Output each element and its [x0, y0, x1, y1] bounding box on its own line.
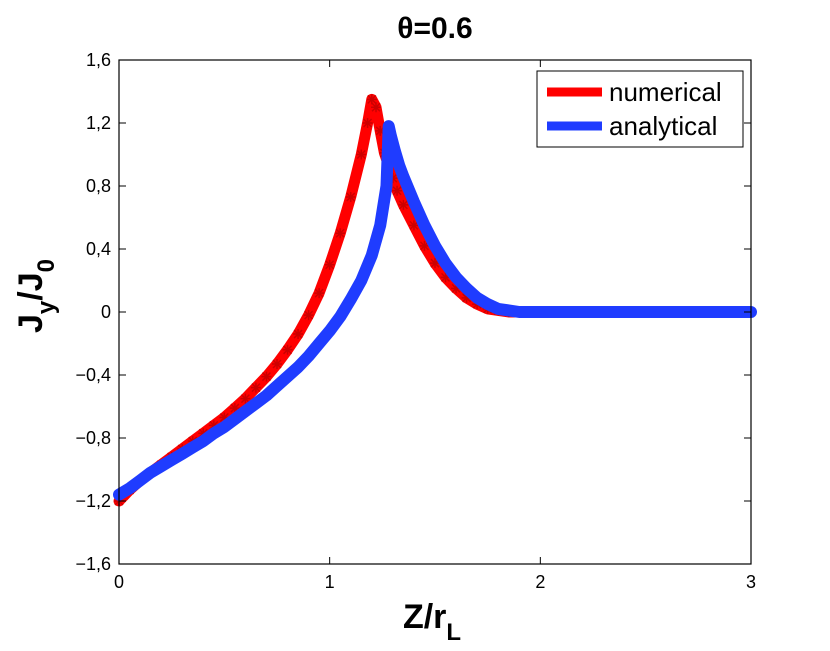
- ticks-layer: 0 1 2 3 −1,6 −1,2 −0,8 −0,4 0 0,4 0,8 1,2 1,6: [75, 50, 756, 592]
- x-tick-label: 3: [746, 572, 756, 592]
- y-tick-label: 1,6: [86, 50, 111, 70]
- series-point-numerical: [272, 358, 282, 369]
- series-point-numerical: [314, 288, 325, 299]
- series-point-numerical: [229, 403, 240, 414]
- y-tick-label: 0: [101, 302, 111, 322]
- series-layer: [113, 93, 757, 507]
- series-point-numerical: [324, 259, 335, 270]
- series-point-numerical: [250, 382, 261, 393]
- series-point-numerical: [362, 118, 373, 128]
- series-point-numerical: [387, 173, 398, 184]
- x-tick-label: 0: [114, 572, 124, 592]
- y-tick-label: 1,2: [86, 113, 111, 133]
- series-point-numerical: [293, 329, 304, 340]
- y-tick-label: 0,4: [86, 239, 111, 259]
- x-axis-label-sub: L: [446, 619, 461, 646]
- series-point-numerical: [451, 283, 462, 294]
- series-point-numerical: [392, 185, 403, 196]
- legend-label-analytical: analytical: [609, 111, 717, 141]
- y-axis-label: Jy/J0: [12, 259, 60, 333]
- x-axis-label: Z/rL: [403, 598, 461, 646]
- legend-label-numerical: numerical: [609, 77, 722, 107]
- series-point-numerical: [335, 228, 346, 239]
- y-axis-label-mid: /J: [12, 272, 50, 300]
- y-tick-label: −0,8: [75, 428, 111, 448]
- series-point-numerical: [408, 220, 419, 231]
- series-point-numerical: [345, 192, 356, 203]
- series-point-numerical: [303, 310, 314, 321]
- series-point-numerical: [371, 102, 382, 113]
- y-axis-label-sub2: 0: [33, 259, 60, 272]
- series-point-numerical: [398, 199, 409, 210]
- series-point-numerical: [440, 272, 451, 283]
- series-point-numerical: [219, 412, 230, 423]
- y-axis-label-sub1: y: [33, 300, 60, 314]
- series-point-numerical: [282, 344, 293, 355]
- x-tick-label: 2: [535, 572, 545, 592]
- y-tick-label: 0,8: [86, 176, 111, 196]
- series-point-numerical: [419, 240, 430, 251]
- x-tick-label: 1: [325, 572, 335, 592]
- series-point-numerical: [261, 371, 272, 382]
- series-point-numerical: [375, 125, 386, 136]
- legend-box: [536, 70, 744, 148]
- y-axis-label-main: J: [12, 314, 50, 333]
- y-tick-label: −1,6: [75, 554, 111, 574]
- y-tick-label: −0,4: [75, 365, 111, 385]
- series-point-numerical: [198, 428, 209, 439]
- series-line-analytical: [113, 120, 757, 501]
- chart-title: θ=0.6: [397, 12, 472, 45]
- x-axis-label-main: Z/r: [403, 598, 446, 636]
- series-point-numerical: [356, 149, 367, 160]
- legend: numerical analytical: [536, 70, 744, 148]
- y-tick-label: −1,2: [75, 491, 111, 511]
